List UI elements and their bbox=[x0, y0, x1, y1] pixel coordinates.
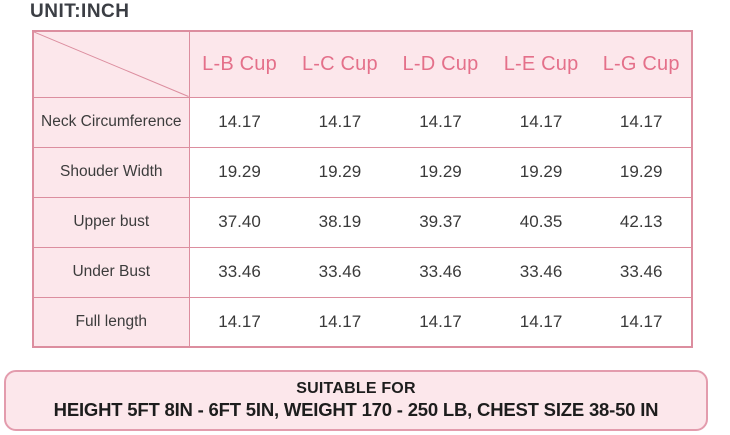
value-cell: 33.46 bbox=[390, 246, 491, 298]
value-cell: 19.29 bbox=[390, 146, 491, 198]
value-cell: 42.13 bbox=[591, 196, 692, 248]
unit-label: UNIT:INCH bbox=[30, 1, 130, 22]
suitable-for-title: SUITABLE FOR bbox=[296, 380, 416, 397]
suitable-for-details: HEIGHT 5FT 8IN - 6FT 5IN, WEIGHT 170 - 2… bbox=[53, 399, 659, 420]
corner-cell bbox=[33, 30, 190, 98]
value-cell: 33.46 bbox=[289, 246, 391, 298]
table-row-upper-bust: Upper bust 37.40 38.19 39.37 40.35 42.13 bbox=[33, 196, 692, 248]
value-cell: 39.37 bbox=[390, 196, 491, 248]
table-row-full-length: Full length 14.17 14.17 14.17 14.17 14.1… bbox=[33, 296, 692, 348]
size-chart-table: L-B Cup L-C Cup L-D Cup L-E Cup L-G Cup … bbox=[32, 30, 693, 348]
row-label-upper-bust: Upper bust bbox=[33, 196, 190, 248]
value-cell: 19.29 bbox=[490, 146, 592, 198]
header-row: L-B Cup L-C Cup L-D Cup L-E Cup L-G Cup bbox=[33, 30, 692, 98]
value-cell: 14.17 bbox=[591, 96, 692, 148]
value-cell: 33.46 bbox=[189, 246, 290, 298]
value-cell: 14.17 bbox=[390, 296, 491, 348]
column-header-l-b-cup: L-B Cup bbox=[189, 30, 290, 98]
column-header-l-d-cup: L-D Cup bbox=[390, 30, 491, 98]
value-cell: 37.40 bbox=[189, 196, 290, 248]
row-label-neck-circumference: Neck Circumference bbox=[33, 96, 190, 148]
value-cell: 19.29 bbox=[189, 146, 290, 198]
table-row-shoulder-width: Shouder Width 19.29 19.29 19.29 19.29 19… bbox=[33, 146, 692, 198]
value-cell: 38.19 bbox=[289, 196, 391, 248]
row-label-shoulder-width: Shouder Width bbox=[33, 146, 190, 198]
value-cell: 14.17 bbox=[289, 296, 391, 348]
value-cell: 14.17 bbox=[390, 96, 491, 148]
value-cell: 14.17 bbox=[490, 296, 592, 348]
value-cell: 19.29 bbox=[289, 146, 391, 198]
value-cell: 14.17 bbox=[289, 96, 391, 148]
row-label-under-bust: Under Bust bbox=[33, 246, 190, 298]
value-cell: 14.17 bbox=[591, 296, 692, 348]
column-header-l-c-cup: L-C Cup bbox=[289, 30, 391, 98]
diagonal-line bbox=[34, 32, 189, 97]
value-cell: 14.17 bbox=[490, 96, 592, 148]
value-cell: 40.35 bbox=[490, 196, 592, 248]
value-cell: 33.46 bbox=[490, 246, 592, 298]
table-row-neck-circumference: Neck Circumference 14.17 14.17 14.17 14.… bbox=[33, 96, 692, 148]
column-header-l-e-cup: L-E Cup bbox=[490, 30, 592, 98]
row-label-full-length: Full length bbox=[33, 296, 190, 348]
value-cell: 19.29 bbox=[591, 146, 692, 198]
value-cell: 14.17 bbox=[189, 96, 290, 148]
value-cell: 33.46 bbox=[591, 246, 692, 298]
value-cell: 14.17 bbox=[189, 296, 290, 348]
table-row-under-bust: Under Bust 33.46 33.46 33.46 33.46 33.46 bbox=[33, 246, 692, 298]
column-header-l-g-cup: L-G Cup bbox=[591, 30, 692, 98]
suitable-for-box: SUITABLE FOR HEIGHT 5FT 8IN - 6FT 5IN, W… bbox=[4, 370, 708, 431]
